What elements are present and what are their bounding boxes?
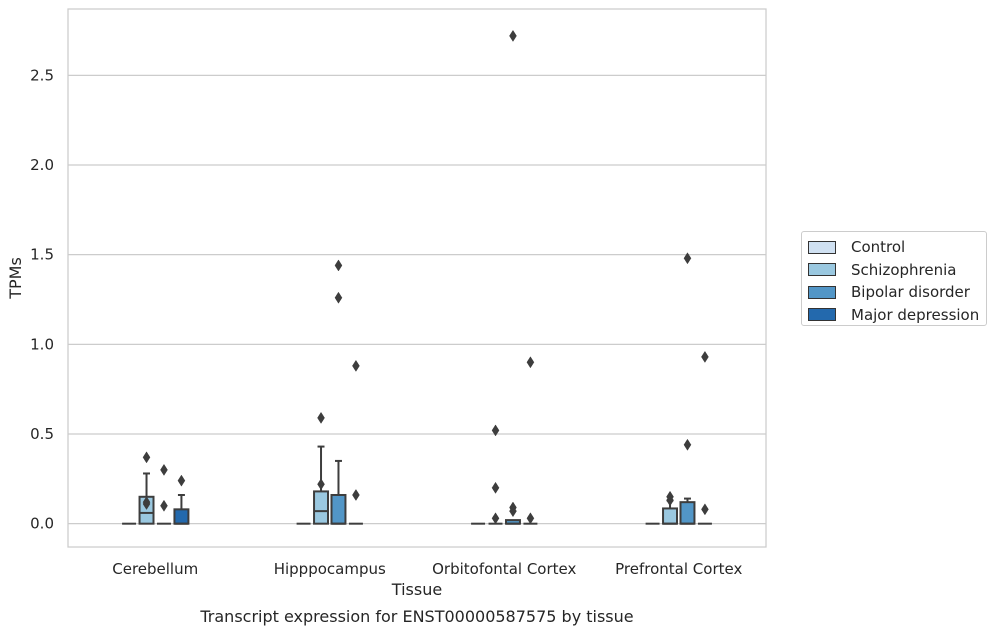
box-iqr: [173, 508, 190, 525]
legend-item-major-depression: Major depression: [808, 304, 986, 327]
box-3-2: [523, 356, 538, 525]
y-tick-label: 2.0: [30, 156, 54, 174]
legend-swatch-major-depression: [808, 308, 836, 322]
outlier-point: [683, 252, 692, 265]
legend-swatch-schizophrenia: [808, 263, 836, 277]
x-tick-label: Orbitofontal Cortex: [432, 560, 576, 578]
outlier-point: [334, 291, 343, 304]
box-3-0: [173, 474, 190, 525]
legend-label-schizophrenia: Schizophrenia: [851, 260, 957, 279]
box-1-2: [488, 424, 503, 525]
box-iqr: [679, 501, 696, 525]
outlier-point: [352, 489, 360, 501]
legend-item-schizophrenia: Schizophrenia: [808, 259, 986, 282]
outlier-point: [526, 512, 535, 525]
box-3-1: [348, 359, 363, 525]
outlier-point: [352, 359, 360, 372]
box-1-1: [313, 411, 330, 525]
legend-label-control: Control: [851, 238, 906, 257]
legend-swatch-bipolar-disorder: [808, 285, 836, 299]
outlier-point: [142, 451, 151, 464]
outlier-point: [509, 505, 517, 518]
x-tick-label: Cerebellum: [112, 560, 198, 578]
outlier-point: [666, 490, 674, 503]
box-2-3: [679, 252, 696, 525]
legend-label-major-depression: Major depression: [851, 305, 980, 324]
outlier-point: [160, 463, 168, 476]
legend-item-bipolar-disorder: Bipolar disorder: [808, 281, 986, 304]
x-axis-label: Tissue: [391, 580, 442, 599]
box-1-0: [138, 451, 155, 525]
box-iqr: [313, 490, 330, 525]
outlier-point: [160, 499, 168, 512]
box-iqr: [662, 507, 679, 525]
y-tick-labels: 0.0 0.5 1.0 1.5 2.0 2.5: [30, 66, 54, 532]
y-tick-label: 1.0: [30, 335, 54, 353]
y-tick-label: 0.5: [30, 425, 54, 443]
y-axis-label: TPMs: [6, 257, 25, 300]
outlier-point: [491, 512, 500, 525]
x-tick-label: Hipppocampus: [274, 560, 386, 578]
box-2-2: [504, 29, 521, 525]
outlier-point: [142, 496, 151, 509]
plot-frame: [67, 8, 767, 548]
x-tick-labels: Cerebellum Hipppocampus Orbitofontal Corte…: [112, 560, 742, 578]
legend-item-control: Control: [808, 236, 986, 259]
outlier-point: [334, 259, 343, 272]
legend-label-bipolar-disorder: Bipolar disorder: [851, 283, 970, 302]
x-tick-label: Prefrontal Cortex: [615, 560, 742, 578]
legend: Control Schizophrenia Bipolar disorder M…: [801, 231, 987, 326]
outlier-point: [701, 503, 709, 516]
box-3-3: [697, 350, 712, 525]
box-2-1: [330, 259, 347, 525]
chart-title: Transcript expression for ENST0000058757…: [199, 607, 633, 626]
outlier-point: [509, 29, 517, 42]
gridlines: [68, 74, 766, 525]
y-tick-label: 2.5: [30, 66, 54, 84]
y-tick-label: 1.5: [30, 246, 54, 264]
outlier-point: [317, 478, 325, 491]
y-tick-label: 0.0: [30, 515, 54, 533]
outlier-point: [526, 356, 535, 369]
box-2-0: [156, 463, 171, 525]
outlier-point: [701, 350, 709, 363]
outlier-point: [317, 411, 325, 424]
outlier-point: [177, 474, 186, 487]
box-1-3: [662, 490, 679, 525]
boxes: [122, 29, 712, 525]
legend-swatch-control: [808, 240, 836, 254]
outlier-point: [683, 438, 692, 451]
box-iqr: [330, 493, 347, 525]
outlier-point: [491, 481, 500, 494]
outlier-point: [491, 424, 500, 437]
